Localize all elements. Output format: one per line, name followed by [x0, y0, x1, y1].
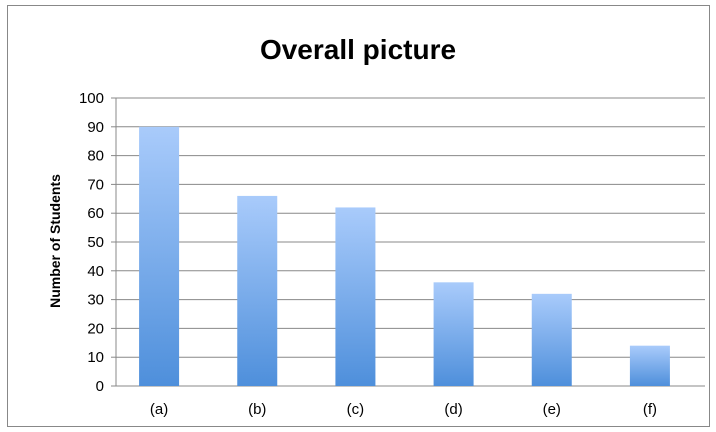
y-tick-label: 0 [96, 378, 104, 395]
x-tick-label: (a) [150, 401, 168, 418]
x-tick-label: (c) [347, 401, 365, 418]
y-tick-label: 100 [79, 90, 104, 107]
y-tick-label: 60 [87, 205, 104, 222]
gridlines [111, 97, 705, 387]
y-tick-label: 70 [87, 176, 104, 193]
y-tick-label: 80 [87, 148, 104, 165]
bar-c [335, 207, 376, 386]
y-axis-label: Number of Students [47, 174, 63, 308]
y-tick-labels: 0 10 20 30 40 50 60 70 80 90 100 [79, 90, 104, 395]
bar-a [139, 126, 180, 387]
y-tick-label: 40 [87, 263, 104, 280]
chart-title: Overall picture [259, 34, 457, 65]
x-tick-labels: (a) (b) (c) (d) (e) (f) [150, 401, 657, 418]
y-tick-label: 20 [87, 320, 104, 337]
bar-d [433, 282, 474, 386]
y-tick-label: 30 [87, 292, 104, 309]
x-tick-label: (d) [444, 401, 462, 418]
x-tick-label: (b) [248, 401, 266, 418]
bar-b [237, 195, 278, 386]
bar-f [629, 345, 670, 386]
bars [139, 126, 670, 387]
y-tick-label: 10 [87, 349, 104, 366]
x-tick-label: (f) [643, 401, 657, 418]
x-tick-label: (e) [543, 401, 561, 418]
bar-e [531, 293, 572, 386]
y-tick-label: 50 [87, 234, 104, 251]
y-tick-label: 90 [87, 119, 104, 136]
